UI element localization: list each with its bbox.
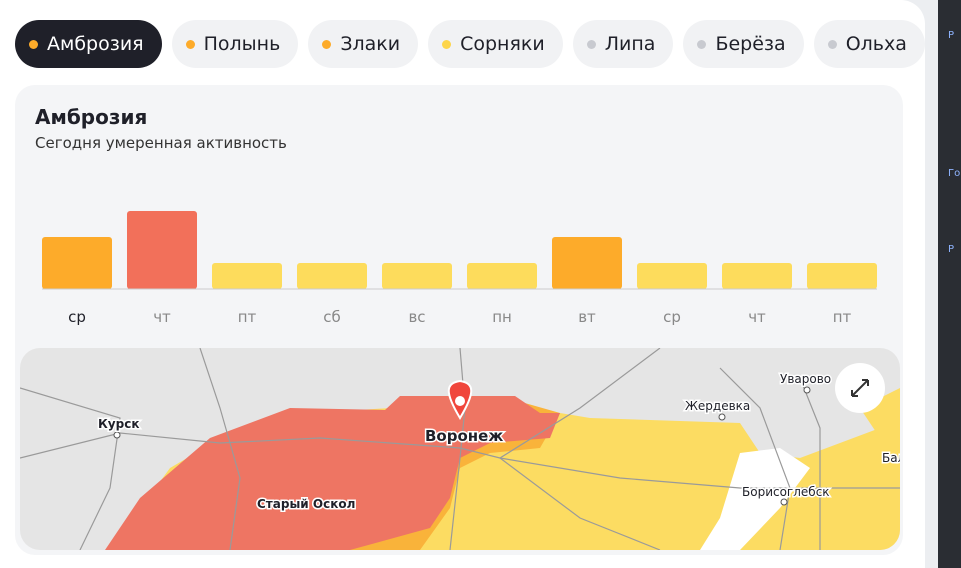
tab-label: Полынь [203,33,281,55]
card-title: Амброзия [35,105,148,129]
card: Амброзия Сегодня умеренная активность ср… [15,85,903,555]
day-label: пт [238,308,257,326]
tab-label: Злаки [340,33,401,55]
card-subtitle: Сегодня умеренная активность [35,134,287,152]
tab-label: Берёза [715,33,786,55]
tab-dot [697,39,707,49]
city-label: Воронеж [425,427,503,445]
bar [637,263,707,289]
tab-label: Ольха [845,33,907,55]
sidebar: Р Го Р [938,0,961,568]
sidebar-text: Р [948,244,955,255]
tab[interactable]: Полынь [171,20,299,68]
tab-label: Сорняки [460,33,545,55]
tab[interactable]: Ольха [813,20,925,68]
city-dot [113,431,121,439]
day-label: вт [578,308,596,326]
bar [467,263,537,289]
bar [382,263,452,289]
day-label: сб [323,308,341,326]
tab-dot [185,39,195,49]
city-dot [780,498,788,506]
sidebar-text: Го [948,168,961,179]
day-label: ср [663,308,681,326]
city-label: Старый Оскол [257,497,355,511]
bar [722,263,792,289]
city-dot [718,413,726,421]
day-label: пт [833,308,852,326]
tab-dot [322,39,332,49]
forecast-chart: ср чт пт сб вс пн вт ср чт пт [42,211,877,326]
bar [212,263,282,289]
tab[interactable]: Берёза [683,20,804,68]
city-dot [803,386,811,394]
tab-dot [586,39,596,49]
day-label: ср [68,308,86,326]
day-label: пн [492,308,512,326]
map[interactable]: Курск Воронеж Старый Оскол Жердевка Уварово Б… [20,348,900,550]
tab-dot [29,39,38,49]
bar [127,211,197,289]
bar [297,263,367,289]
bar [42,237,112,289]
tab-label: Амброзия [47,33,144,55]
city-label: Курск [98,417,139,431]
panel: Амброзия Полынь Злаки Сорняки Липа Берёза Ольх… [0,0,925,568]
bar [807,263,877,289]
tabs: Амброзия Полынь Злаки Сорняки Липа Берёза Ольх… [15,20,925,68]
tab-label: Липа [604,33,656,55]
tab[interactable]: Злаки [308,20,419,68]
tab[interactable]: Сорняки [428,20,563,68]
tab-dot [442,39,452,49]
city-label: Уварово [780,372,831,386]
tab-dot [827,39,837,49]
city-label: Жердевка [685,399,750,413]
bar [552,237,622,289]
city-label: Бал [882,451,900,465]
day-label: вс [408,308,425,326]
day-label: чт [748,308,766,326]
day-label: чт [153,308,171,326]
sidebar-text: Р [948,30,955,41]
tab[interactable]: Липа [572,20,674,68]
tab[interactable]: Амброзия [15,20,162,68]
city-dot [299,499,307,507]
city-label: Борисоглебск [742,485,830,499]
